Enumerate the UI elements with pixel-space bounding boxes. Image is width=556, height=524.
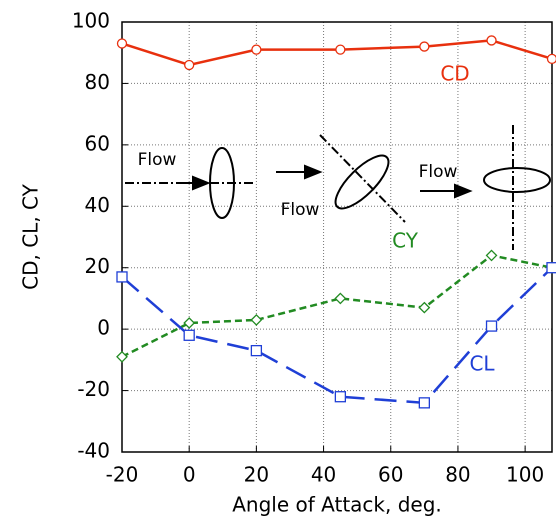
marker [250, 344, 263, 357]
marker [485, 249, 498, 262]
ellipse [334, 154, 390, 210]
marker [251, 44, 262, 55]
arrowhead [454, 183, 473, 199]
axes [121, 21, 553, 453]
marker [418, 397, 430, 409]
marker [183, 317, 196, 329]
marker [334, 391, 347, 403]
marker [419, 41, 430, 52]
marker [418, 301, 431, 314]
x-tick-label: -20 [106, 463, 139, 487]
marker [335, 44, 346, 55]
marker [116, 271, 128, 283]
arrowhead [192, 175, 211, 191]
arrowhead [304, 164, 323, 180]
x-tick-label: 60 [378, 463, 403, 487]
marker [184, 59, 195, 71]
plot-frame [121, 21, 553, 453]
y-tick-label: 80 [85, 70, 110, 94]
y-tick-label: -40 [77, 439, 110, 463]
annotation: Flow [138, 150, 177, 170]
y-axis-label: CD, CL, CY [19, 183, 43, 290]
x-tick-label: 100 [506, 463, 544, 487]
x-tick-label: 20 [244, 463, 269, 487]
axis-line [319, 134, 406, 223]
marker [546, 262, 556, 274]
series-line [121, 254, 553, 358]
series-label: CL [469, 352, 495, 376]
x-tick-label: 80 [445, 463, 470, 487]
x-tick-label: 0 [183, 463, 196, 487]
annotation: Flow [281, 200, 320, 220]
y-tick-label: -20 [77, 377, 110, 401]
marker [250, 314, 263, 326]
y-tick-label: 60 [85, 131, 110, 155]
ellipse [483, 167, 551, 193]
ellipse [209, 147, 235, 219]
x-axis-label: Angle of Attack, deg. [232, 493, 442, 517]
annotation: Flow [419, 162, 458, 182]
marker [116, 38, 128, 49]
marker [116, 350, 128, 363]
flow-diagrams [125, 125, 551, 250]
series-label: CY [392, 229, 419, 253]
marker [183, 329, 195, 341]
y-tick-label: 20 [85, 254, 110, 278]
x-tick-label: 40 [311, 463, 336, 487]
marker [485, 320, 498, 332]
y-tick-label: 100 [72, 9, 110, 33]
marker [486, 35, 497, 46]
marker [546, 53, 556, 65]
series-label: CD [440, 62, 469, 86]
y-tick-label: 40 [85, 193, 110, 217]
marker [334, 292, 347, 305]
y-tick-label: 0 [97, 316, 110, 340]
